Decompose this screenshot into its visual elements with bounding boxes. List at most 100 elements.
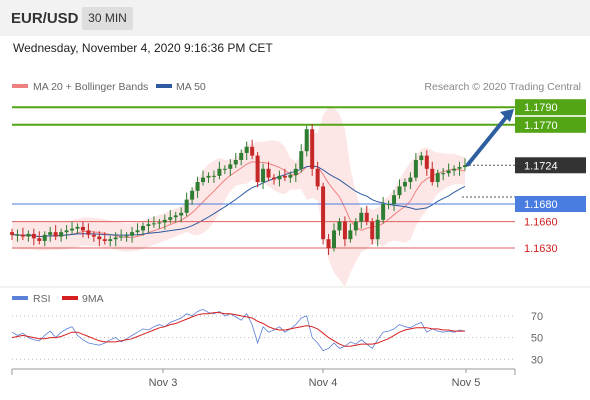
rsi-tick-70: 70 [531,311,543,323]
candle-body [53,232,58,237]
candle-body [386,204,391,205]
rsi-ma-legend-swatch [62,296,78,300]
candle-body [80,226,85,231]
candle-body [201,177,206,182]
rsi-legend-swatch [12,296,28,300]
candle-body [277,175,282,180]
level-tag-1.1680 [515,196,586,212]
candle-body [211,175,216,177]
ma50-legend-label: MA 50 [176,81,206,93]
rsi-line [11,308,466,352]
ma20-legend-label: MA 20 + Bollinger Bands [33,81,148,93]
candle-body [446,170,451,174]
candle-body [250,146,255,156]
candle-body [315,168,320,187]
candle-body [326,239,331,248]
candle-body [463,165,467,168]
chart-header: EUR/USD 30 MIN [0,0,590,36]
candle-body [157,222,162,224]
candle-body [75,226,80,229]
candle-body [397,186,402,196]
candle-body [392,195,397,204]
candle-body [293,168,298,175]
candle-body [244,146,249,153]
candle-body [195,182,200,191]
candle-body [348,230,353,240]
candle-body [217,168,222,176]
level-label-1.1790: 1.1790 [524,102,558,114]
current-price-tag [515,157,586,174]
rsi-tick-50: 50 [531,333,543,345]
candle-body [430,168,435,182]
rsi-ma-legend-label: 9MA [82,293,104,305]
bollinger-band [12,106,465,287]
copyright-text: Research © 2020 Trading Central [424,81,581,93]
candle-body [408,177,413,182]
candle-body [113,237,118,240]
level-label-1.1680: 1.1680 [524,199,558,211]
current-price-label: 1.1724 [524,160,558,172]
candle-body [255,155,260,182]
rsi-ma-line [11,312,465,347]
candle-body [342,221,347,240]
candle-body [64,230,69,233]
candle-body [48,232,53,235]
candle-body [228,164,233,169]
candle-body [452,168,457,171]
x-tick-label: Nov 3 [149,377,178,389]
level-label-1.1630: 1.1630 [524,243,558,255]
timeframe-button[interactable]: 30 MIN [82,7,133,30]
symbol-title: EUR/USD [11,10,79,27]
candle-body [233,160,238,165]
candle-body [375,219,380,240]
candle-body [441,173,446,175]
candle-body [261,168,266,182]
level-tag-1.1770 [515,116,586,133]
candle-body [59,232,64,237]
candle-body [86,230,91,235]
candle-body [20,234,25,237]
candle-body [190,190,195,200]
candle-body [321,186,326,240]
candle-body [435,173,440,182]
candle-body [119,236,124,238]
candle-body [266,168,271,178]
candle-body [42,234,47,241]
level-tag-1.1790 [515,99,586,116]
candle-body [70,228,75,231]
candle-body [332,230,337,248]
candle-body [359,212,364,222]
candle-body [337,221,342,231]
ma50-legend-swatch [156,84,172,88]
candle-body [457,167,462,169]
candle-body [91,234,96,237]
level-label-1.1660: 1.1660 [524,217,558,229]
candle-body [299,151,304,169]
candle-body [413,160,418,178]
forecast-arrow [466,112,510,167]
rsi-tick-30: 30 [531,354,543,366]
candle-body [222,168,227,170]
forecast-arrowhead [500,108,514,122]
candle-body [102,239,107,241]
candle-body [10,232,14,235]
candle-body [37,238,42,241]
x-tick-label: Nov 5 [452,377,481,389]
candle-body [364,212,369,222]
candle-body [26,233,31,237]
candle-body [184,199,189,213]
timestamp: Wednesday, November 4, 2020 9:16:36 PM C… [13,41,273,55]
candle-body [353,221,358,231]
candle-body [419,155,424,160]
candle-body [310,129,315,169]
candle-body [168,217,173,220]
candle-body [146,224,151,226]
candle-body [140,226,145,231]
level-label-1.1770: 1.1770 [524,120,558,132]
candle-body [162,219,167,223]
candle-body [97,236,102,240]
candle-body [135,230,140,233]
rsi-legend-label: RSI [33,293,51,305]
candle-body [424,155,429,169]
candle-body [271,177,276,180]
